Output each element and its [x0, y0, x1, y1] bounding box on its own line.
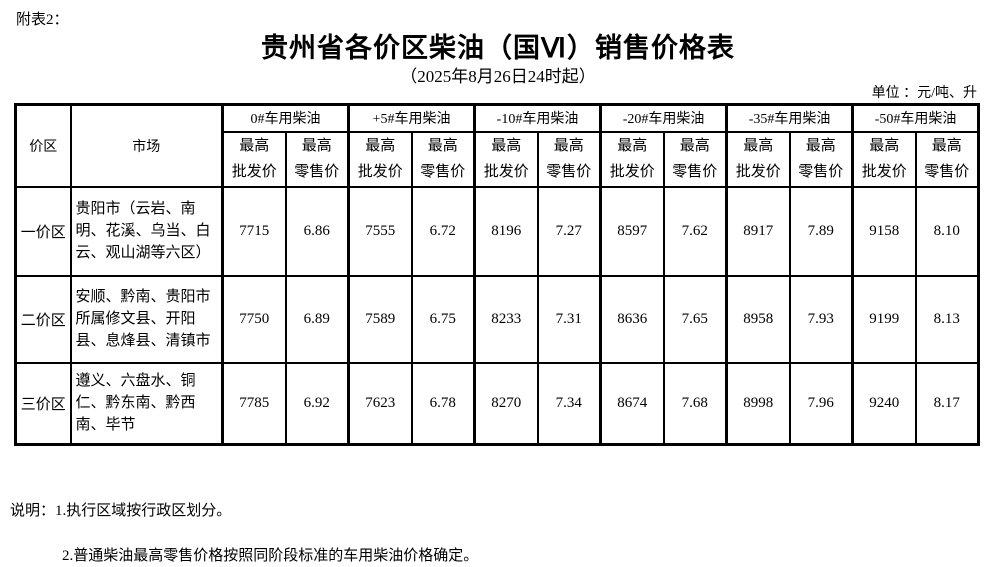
- price-cell: 7.27: [536, 185, 602, 277]
- zone-cell: 一价区: [14, 185, 72, 277]
- price-cell: 6.72: [410, 185, 476, 277]
- note-line-1: 说明：1.执行区域按行政区划分。: [10, 503, 232, 519]
- subheader-line: 最高: [869, 138, 900, 154]
- subheader-wholesale-0: 最高 批发价: [221, 130, 287, 188]
- subheader-line: 批发价: [735, 164, 781, 180]
- subheader-line: 批发价: [609, 164, 655, 180]
- subheader-line: 最高: [491, 138, 522, 154]
- table-row: 二价区 安顺、黔南、贵阳市所属修文县、开阳县、息烽县、清镇市 7750 6.89…: [14, 274, 980, 364]
- group-header-diesel-minus35: -35#车用柴油: [725, 103, 854, 133]
- subheader-line: 零售价: [924, 164, 970, 180]
- group-header-diesel-plus5: +5#车用柴油: [347, 103, 476, 133]
- page-title: 贵州省各价区柴油（国Ⅵ）销售价格表: [261, 33, 735, 63]
- subheader-wholesale-3: 最高 批发价: [599, 130, 665, 188]
- subheader-line: 最高: [679, 138, 710, 154]
- price-cell: 7.62: [662, 185, 728, 277]
- price-cell: 8.10: [914, 185, 980, 277]
- price-cell: 9199: [851, 274, 917, 364]
- subheader-line: 最高: [617, 138, 648, 154]
- market-cell: 贵阳市（云岩、南明、花溪、乌当、白云、观山湖等六区）: [69, 185, 224, 277]
- subheader-retail-4: 最高 零售价: [788, 130, 854, 188]
- price-cell: 7750: [221, 274, 287, 364]
- price-cell: 8674: [599, 361, 665, 446]
- diesel-price-table: 价区 市场 0#车用柴油 +5#车用柴油 -10#车用柴油 -20#车用柴油 -…: [14, 103, 981, 446]
- price-cell: 8270: [473, 361, 539, 446]
- subheader-wholesale-4: 最高 批发价: [725, 130, 791, 188]
- price-cell: 7.31: [536, 274, 602, 364]
- subheader-row: 最高 批发价 最高 零售价 最高 批发价 最高 零售价 最高 批发价 最高 零售…: [16, 130, 980, 188]
- zone-cell: 三价区: [14, 361, 72, 446]
- price-cell: 7.65: [662, 274, 728, 364]
- price-cell: 6.89: [284, 274, 350, 364]
- price-cell: 9158: [851, 185, 917, 277]
- price-cell: 7.68: [662, 361, 728, 446]
- price-cell: 6.78: [410, 361, 476, 446]
- subheader-retail-3: 最高 零售价: [662, 130, 728, 188]
- zone-cell: 二价区: [14, 274, 72, 364]
- note-line-2: 2.普通柴油最高零售价格按照同阶段标准的车用柴油价格确定。: [62, 548, 479, 564]
- price-cell: 7.96: [788, 361, 854, 446]
- subheader-retail-5: 最高 零售价: [914, 130, 980, 188]
- subheader-retail-0: 最高 零售价: [284, 130, 350, 188]
- price-cell: 8233: [473, 274, 539, 364]
- table-row: 三价区 遵义、六盘水、铜仁、黔东南、黔西南、毕节 7785 6.92 7623 …: [14, 361, 980, 446]
- group-header-row: 价区 市场 0#车用柴油 +5#车用柴油 -10#车用柴油 -20#车用柴油 -…: [14, 103, 980, 188]
- price-cell: 7555: [347, 185, 413, 277]
- subheader-line: 最高: [239, 138, 270, 154]
- price-cell: 9240: [851, 361, 917, 446]
- subheader-retail-1: 最高 零售价: [410, 130, 476, 188]
- market-cell: 安顺、黔南、贵阳市所属修文县、开阳县、息烽县、清镇市: [69, 274, 224, 364]
- price-cell: 7623: [347, 361, 413, 446]
- subheader-wholesale-5: 最高 批发价: [851, 130, 917, 188]
- price-cell: 6.75: [410, 274, 476, 364]
- subheader-line: 批发价: [861, 164, 907, 180]
- subheader-line: 批发价: [231, 164, 277, 180]
- subheader-line: 零售价: [420, 164, 466, 180]
- price-cell: 8.17: [914, 361, 980, 446]
- subheader-line: 最高: [805, 138, 836, 154]
- subheader-line: 批发价: [357, 164, 403, 180]
- subheader-line: 最高: [931, 138, 962, 154]
- price-cell: 7.34: [536, 361, 602, 446]
- price-cell: 7715: [221, 185, 287, 277]
- table-row: 一价区 贵阳市（云岩、南明、花溪、乌当、白云、观山湖等六区） 7715 6.86…: [14, 185, 980, 277]
- subheader-wholesale-1: 最高 批发价: [347, 130, 413, 188]
- subheader-line: 零售价: [294, 164, 340, 180]
- subheader-retail-2: 最高 零售价: [536, 130, 602, 188]
- price-cell: 8.13: [914, 274, 980, 364]
- subheader-line: 批发价: [483, 164, 529, 180]
- market-cell: 遵义、六盘水、铜仁、黔东南、黔西南、毕节: [69, 361, 224, 446]
- market-column-header: 市场: [69, 103, 224, 188]
- effective-date-subtitle: （2025年8月26日24时起）: [400, 67, 596, 86]
- price-cell: 6.92: [284, 361, 350, 446]
- price-cell: 7589: [347, 274, 413, 364]
- price-cell: 8636: [599, 274, 665, 364]
- price-cell: 8917: [725, 185, 791, 277]
- price-cell: 7785: [221, 361, 287, 446]
- group-header-diesel-minus10: -10#车用柴油: [472, 103, 602, 133]
- subheader-line: 最高: [365, 138, 396, 154]
- price-cell: 7.89: [788, 185, 854, 277]
- subheader-line: 最高: [743, 138, 774, 154]
- subheader-line: 最高: [427, 138, 458, 154]
- unit-label: 单位 ：元/吨、升: [871, 86, 977, 101]
- subheader-wholesale-2: 最高 批发价: [473, 130, 539, 188]
- price-cell: 8958: [725, 274, 791, 364]
- subheader-line: 零售价: [672, 164, 718, 180]
- price-cell: 8597: [599, 185, 665, 277]
- group-header-diesel-minus20: -20#车用柴油: [599, 103, 728, 133]
- annex-label: 附表2：: [16, 12, 69, 28]
- subheader-line: 最高: [553, 138, 584, 154]
- subheader-line: 最高: [301, 138, 332, 154]
- price-cell: 8998: [725, 361, 791, 446]
- price-cell: 6.86: [284, 185, 350, 277]
- group-header-diesel-0: 0#车用柴油: [221, 103, 350, 133]
- subheader-line: 零售价: [546, 164, 592, 180]
- price-cell: 7.93: [788, 274, 854, 364]
- subheader-line: 零售价: [798, 164, 844, 180]
- group-header-diesel-minus50: -50#车用柴油: [851, 103, 980, 133]
- price-cell: 8196: [473, 185, 539, 277]
- zone-column-header: 价区: [14, 103, 72, 188]
